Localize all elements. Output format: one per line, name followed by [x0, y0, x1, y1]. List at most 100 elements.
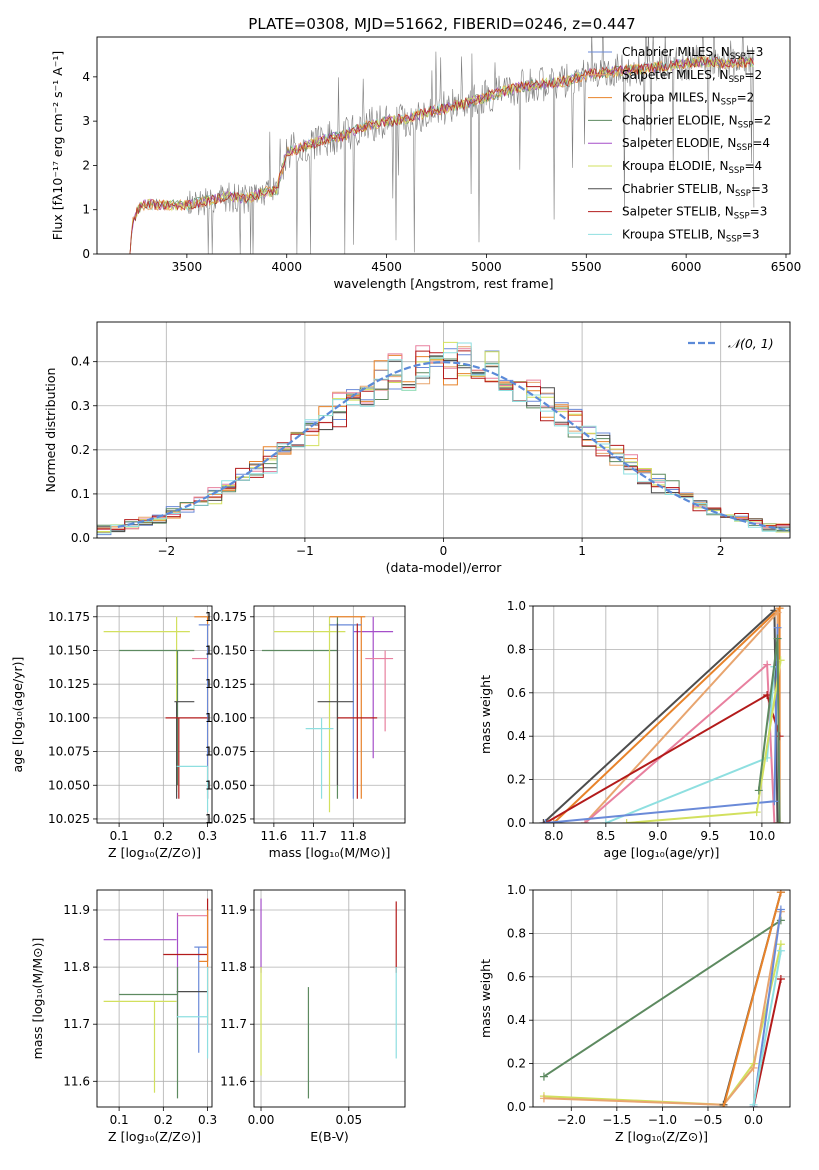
axes-frame — [96, 321, 791, 539]
y-tick-label: 10.100 — [48, 711, 90, 725]
spectrum-model-line — [129, 56, 754, 254]
weight-marker — [776, 916, 785, 925]
x-tick-label: 0.2 — [154, 1113, 173, 1127]
histogram-step — [97, 342, 790, 535]
y-tick-label: 11.6 — [220, 1074, 247, 1088]
x-tick-label: 0.1 — [110, 829, 129, 843]
x-tick-label: 10.0 — [749, 829, 776, 843]
legend-entry: Salpeter STELIB, NSSP=3 — [622, 205, 767, 222]
weight-line — [542, 608, 779, 823]
x-tick-label: 0.0 — [744, 1113, 763, 1127]
x-tick-label: 0.1 — [110, 1113, 129, 1127]
legend-entry: Chabrier MILES, NSSP=3 — [622, 45, 763, 62]
y-tick-label: 11.9 — [63, 903, 90, 917]
axes-mass_vs_ebv: 0.00 0.05 11.6 11.7 11.8 11.9 E(B-V) — [220, 889, 406, 1144]
y-tick-label: 1 — [82, 203, 90, 217]
y-tick-label: 0.6 — [507, 970, 526, 984]
y-tick-label: 10.075 — [205, 745, 247, 759]
axes-frame — [96, 36, 791, 255]
y-axis-label: Flux [fλ10⁻¹⁷ erg cm⁻² s⁻¹ A⁻¹] — [50, 51, 65, 240]
x-axis-label: Z [log₁₀(Z/Z⊙)] — [108, 845, 201, 860]
axes-frame — [96, 605, 213, 824]
legend-entry: Kroupa MILES, NSSP=2 — [622, 91, 754, 108]
x-axis-label: Z [log₁₀(Z/Z⊙)] — [108, 1129, 201, 1144]
axes-mass_vs_Z: 0.1 0.2 0.3 11.6 11.7 11.8 11.9 Z [log₁₀(Z/Z⊙)]… — [30, 889, 217, 1144]
weight-marker — [773, 819, 782, 823]
x-tick-label: 0.2 — [154, 829, 173, 843]
x-tick-label: 0.05 — [335, 1113, 362, 1127]
y-tick-label: 10.175 — [205, 610, 247, 624]
x-tick-label: 11.6 — [261, 829, 288, 843]
weight-marker — [773, 634, 782, 643]
weight-marker — [539, 819, 548, 823]
weight-marker — [776, 974, 785, 983]
weight-line — [553, 606, 781, 823]
legend-entry: Salpeter MILES, NSSP=2 — [622, 68, 762, 85]
y-tick-label: 11.6 — [63, 1074, 90, 1088]
y-tick-label: 10.175 — [48, 610, 90, 624]
legend-entry: Kroupa ELODIE, NSSP=4 — [622, 159, 762, 176]
x-axis-label: (data-model)/error — [386, 560, 503, 575]
axes-frame — [253, 889, 406, 1108]
weight-marker — [541, 819, 550, 823]
histogram-step — [97, 345, 790, 533]
y-axis-label: mass weight — [478, 675, 493, 754]
axes-weight_vs_Z: −2.0 −1.5 −1.0 −0.5 0.0 0.0 0.2 0.4 0.6 0.8 1.0 Z [… — [478, 883, 791, 1144]
weight-marker — [775, 819, 784, 823]
weight-line — [584, 662, 776, 823]
axes-frame — [96, 889, 213, 1108]
y-tick-label: 10.125 — [205, 677, 247, 691]
x-axis-label: age [log₁₀(age/yr)] — [604, 845, 720, 860]
plot-area — [97, 322, 790, 538]
x-tick-label: 0.00 — [248, 1113, 275, 1127]
weight-line — [626, 660, 782, 823]
weight-marker — [776, 946, 785, 955]
y-tick-label: 0.2 — [507, 1057, 526, 1071]
y-tick-label: 1.0 — [507, 883, 526, 897]
x-tick-label: −1.0 — [648, 1113, 677, 1127]
y-tick-label: 0.2 — [71, 443, 90, 457]
histogram-step — [97, 341, 790, 533]
y-tick-label: 0.3 — [71, 399, 90, 413]
x-tick-label: 4000 — [271, 260, 302, 274]
spectrum-model-line — [129, 56, 754, 254]
legend-entry: Chabrier STELIB, NSSP=3 — [622, 182, 769, 199]
y-tick-label: 10.025 — [205, 812, 247, 826]
y-axis-label: age [log₁₀(age/yr)] — [10, 657, 25, 773]
x-tick-label: 9.5 — [700, 829, 719, 843]
y-tick-label: 4 — [82, 70, 90, 84]
spectrum-model-line — [129, 55, 754, 254]
weight-marker — [773, 608, 782, 617]
weight-marker — [770, 819, 779, 823]
y-tick-label: 0.0 — [507, 816, 526, 830]
y-tick-label: 0.0 — [71, 531, 90, 545]
axes-age_vs_mass: 11.6 11.7 11.8 10.025 10.050 10.075 10.100 10.1… — [205, 605, 406, 860]
x-tick-label: 1 — [578, 544, 586, 558]
spectrum-model-line — [129, 56, 754, 254]
y-tick-label: 0.4 — [507, 1013, 526, 1027]
y-tick-label: 0.0 — [507, 1100, 526, 1114]
axes-frame — [253, 605, 406, 824]
spectrum-model-line — [129, 56, 754, 254]
y-tick-label: 3 — [82, 114, 90, 128]
x-tick-label: −0.5 — [693, 1113, 722, 1127]
normal-curve — [117, 360, 790, 532]
weight-line — [752, 950, 782, 1105]
plot-area — [533, 606, 790, 823]
x-tick-label: 5000 — [471, 260, 502, 274]
axes-residuals: −2 −1 0 1 2 0.0 0.1 0.2 0.3 0.4 (data-model)/error… — [43, 321, 791, 575]
legend-entry: Chabrier ELODIE, NSSP=2 — [622, 113, 771, 130]
legend-entry: Kroupa STELIB, NSSP=3 — [622, 227, 760, 244]
y-tick-label: 0.8 — [507, 926, 526, 940]
y-tick-label: 0.4 — [71, 355, 90, 369]
y-tick-label: 11.7 — [220, 1017, 247, 1031]
y-tick-label: 10.125 — [48, 677, 90, 691]
weight-line — [543, 919, 782, 1078]
weight-line — [605, 666, 776, 823]
plot-area — [97, 606, 212, 823]
axes-weight_vs_age: 8.0 8.5 9.0 9.5 10.0 0.0 0.2 0.4 0.6 0.8 1.0 age [l… — [478, 599, 791, 860]
x-tick-label: 4500 — [371, 260, 402, 274]
plot-area — [97, 890, 212, 1107]
weight-marker — [601, 819, 610, 823]
